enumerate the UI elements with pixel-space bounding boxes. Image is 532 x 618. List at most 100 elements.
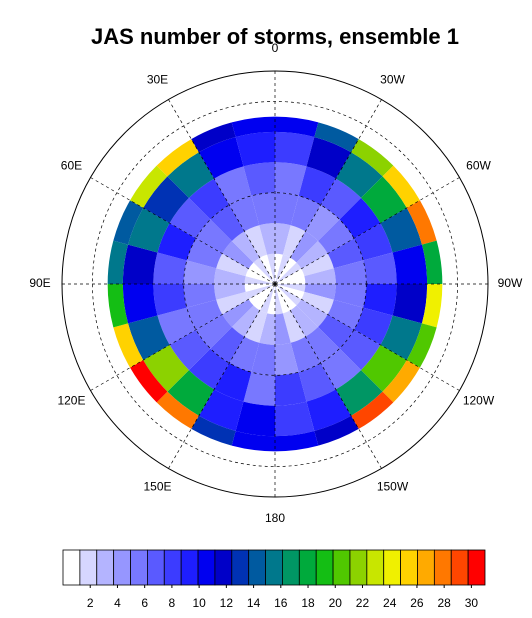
storm-cell — [363, 284, 397, 316]
storm-cell — [275, 284, 305, 300]
colorbar-label: 18 — [301, 596, 315, 610]
storm-cell — [130, 360, 168, 403]
storm-cell — [327, 238, 364, 269]
storm-cell — [363, 252, 397, 284]
storm-cell — [153, 252, 187, 284]
storm-cell — [304, 284, 336, 300]
colorbar-box — [332, 549, 351, 586]
storm-cell — [275, 284, 291, 314]
colorbar-box — [400, 549, 418, 586]
colorbar-label: 22 — [356, 596, 370, 610]
storm-cell — [253, 257, 275, 284]
storm-cell — [157, 223, 196, 261]
storm-cell — [298, 166, 336, 205]
storm-cell — [156, 139, 199, 177]
storm-cell — [235, 401, 275, 437]
storm-cell — [320, 348, 362, 390]
storm-cell — [214, 166, 252, 205]
storm-cell — [244, 284, 275, 292]
storm-cell — [248, 284, 275, 306]
storm-cell — [214, 268, 246, 284]
storm-cell — [222, 240, 254, 269]
colorbar-box — [62, 549, 81, 586]
colorbar-box — [248, 549, 266, 586]
colorbar-label: 8 — [169, 596, 176, 610]
colorbar-box — [450, 549, 469, 586]
storm-cell — [392, 244, 428, 284]
storm-cell — [216, 291, 249, 315]
storm-cell — [306, 137, 352, 179]
storm-cell — [351, 391, 394, 429]
storm-cell — [253, 284, 275, 311]
longitude-label: 30W — [380, 73, 405, 87]
storm-cell — [282, 310, 306, 343]
storm-cell — [231, 430, 275, 452]
colorbar-box — [349, 549, 368, 586]
storm-cell — [186, 238, 223, 269]
longitude-label: 180 — [265, 511, 285, 525]
storm-cell — [210, 327, 245, 364]
longitude-label: 150W — [377, 480, 409, 494]
colorbar-label: 10 — [192, 596, 206, 610]
storm-cell — [259, 254, 275, 284]
longitude-label: 120E — [57, 394, 85, 408]
storm-cell — [243, 162, 275, 196]
storm-cell — [107, 284, 129, 328]
storm-cell — [275, 284, 283, 315]
storm-cell — [183, 284, 217, 308]
storm-cell — [275, 372, 307, 406]
storm-cell — [122, 284, 158, 324]
storm-cell — [327, 299, 364, 330]
storm-cell — [195, 314, 232, 349]
storm-cell — [186, 299, 223, 330]
storm-cell — [380, 207, 422, 253]
storm-cell — [248, 262, 275, 284]
storm-cell — [275, 254, 291, 284]
colorbar-label: 6 — [141, 596, 148, 610]
colorbar-label: 4 — [114, 596, 121, 610]
storm-cell — [195, 219, 232, 254]
map-border — [61, 70, 489, 498]
colorbar-box — [146, 549, 165, 586]
storm-cell — [290, 305, 319, 337]
storm-cell — [290, 336, 321, 373]
storm-cell — [406, 200, 437, 245]
storm-cell — [354, 307, 393, 345]
storm-cell — [339, 329, 381, 371]
storm-cell — [314, 122, 359, 153]
storm-cell — [382, 360, 420, 403]
storm-cell — [275, 162, 307, 196]
colorbar-box — [214, 549, 233, 586]
storm-cell — [351, 139, 394, 177]
colorbar-box — [433, 549, 452, 586]
storm-cell — [222, 299, 254, 328]
storm-cell — [229, 336, 260, 373]
storm-cell — [421, 284, 443, 328]
storm-cell — [275, 116, 319, 138]
colorbar-label: 12 — [220, 596, 234, 610]
longitude-label: 150E — [143, 480, 171, 494]
colorbar-box — [180, 549, 199, 586]
storm-cell — [275, 276, 306, 284]
colorbar-label: 26 — [410, 596, 424, 610]
storm-cell — [244, 276, 275, 284]
storm-cell — [335, 152, 383, 198]
storm-cell — [259, 223, 275, 255]
storm-cell — [354, 223, 393, 261]
colorbar-box — [315, 549, 334, 586]
colorbar-box — [113, 549, 131, 586]
storm-cell — [339, 197, 381, 239]
colorbar-box — [298, 549, 317, 586]
colorbar-label: 14 — [247, 596, 261, 610]
longitude-label: 30E — [147, 73, 168, 87]
storm-cell — [301, 291, 334, 315]
storm-cell — [275, 192, 299, 226]
colorbar-box — [383, 549, 402, 586]
storm-cell — [157, 307, 196, 345]
colorbar-box — [130, 549, 148, 586]
storm-cell — [107, 240, 129, 284]
storm-cell — [235, 131, 275, 167]
storm-cell — [406, 323, 437, 368]
storm-cell — [169, 329, 211, 371]
